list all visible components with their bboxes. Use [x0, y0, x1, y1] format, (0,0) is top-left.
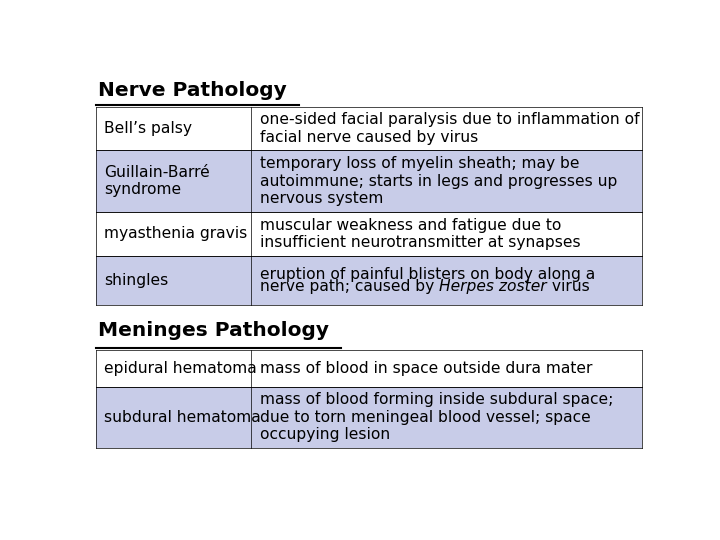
Text: Nerve Pathology: Nerve Pathology	[99, 80, 287, 99]
FancyBboxPatch shape	[96, 107, 642, 151]
FancyBboxPatch shape	[96, 151, 642, 212]
Text: eruption of painful blisters on body along a: eruption of painful blisters on body alo…	[260, 267, 595, 282]
Text: Guillain-Barré
syndrome: Guillain-Barré syndrome	[104, 165, 210, 198]
Text: muscular weakness and fatigue due to
insufficient neurotransmitter at synapses: muscular weakness and fatigue due to ins…	[260, 218, 580, 250]
FancyBboxPatch shape	[96, 387, 642, 448]
FancyBboxPatch shape	[96, 255, 642, 305]
Text: one-sided facial paralysis due to inflammation of
facial nerve caused by virus: one-sided facial paralysis due to inflam…	[260, 112, 639, 145]
Text: subdural hematoma: subdural hematoma	[104, 410, 261, 425]
Text: shingles: shingles	[104, 273, 168, 288]
FancyBboxPatch shape	[96, 212, 642, 255]
Text: myasthenia gravis: myasthenia gravis	[104, 226, 247, 241]
Text: Bell’s palsy: Bell’s palsy	[104, 121, 192, 136]
Text: mass of blood forming inside subdural space;
due to torn meningeal blood vessel;: mass of blood forming inside subdural sp…	[260, 393, 613, 442]
Text: virus: virus	[546, 279, 589, 294]
Text: Meninges Pathology: Meninges Pathology	[99, 321, 329, 340]
Text: Herpes zoster: Herpes zoster	[439, 279, 546, 294]
Text: temporary loss of myelin sheath; may be
autoimmune; starts in legs and progresse: temporary loss of myelin sheath; may be …	[260, 156, 617, 206]
FancyBboxPatch shape	[96, 350, 642, 387]
Text: epidural hematoma: epidural hematoma	[104, 361, 257, 376]
Text: nerve path; caused by: nerve path; caused by	[260, 279, 439, 294]
Text: mass of blood in space outside dura mater: mass of blood in space outside dura mate…	[260, 361, 592, 376]
